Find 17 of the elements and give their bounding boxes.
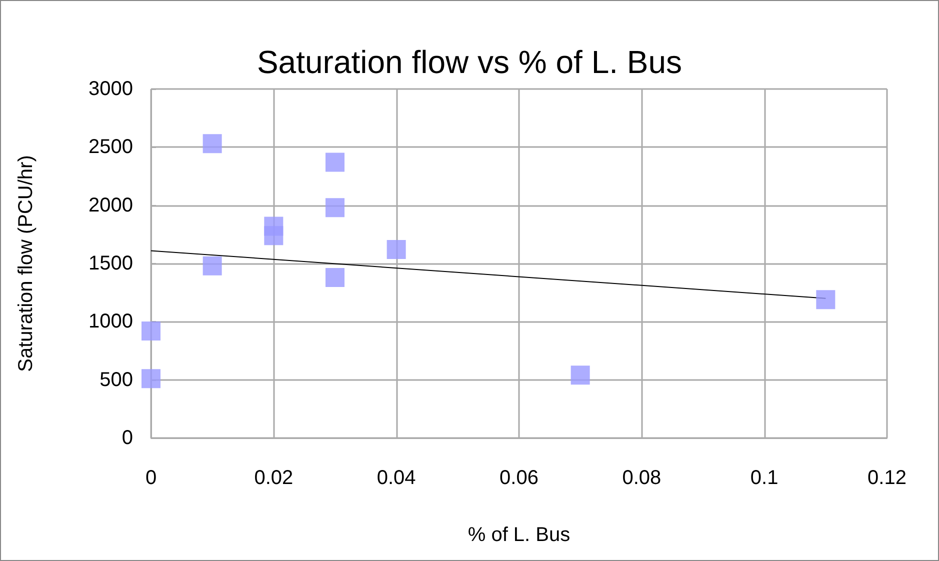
y-tick-label: 500 [100,368,133,391]
x-tick-label: 0.04 [376,467,416,489]
x-tick-label: 0.08 [622,467,662,489]
x-axis-title: % of L. Bus [468,524,570,546]
y-tick-label: 2500 [88,136,133,158]
y-tick-label: 1500 [88,252,133,274]
y-tick-label: 2000 [88,194,133,216]
x-tick-label: 0.06 [500,467,538,489]
y-tick-label: 1000 [88,310,133,333]
chart-title: Saturation flow vs % of L. Bus [256,44,682,80]
y-tick-label: 3000 [88,78,133,100]
y-tick-label: 0 [122,427,133,449]
x-tick-label: 0.1 [750,467,778,489]
y-axis-title: Saturation flow (PCU/hr) [15,155,37,372]
x-tick-label: 0.02 [254,467,294,489]
x-tick-label: 0 [145,467,157,489]
x-tick-label: 0.12 [868,467,906,489]
